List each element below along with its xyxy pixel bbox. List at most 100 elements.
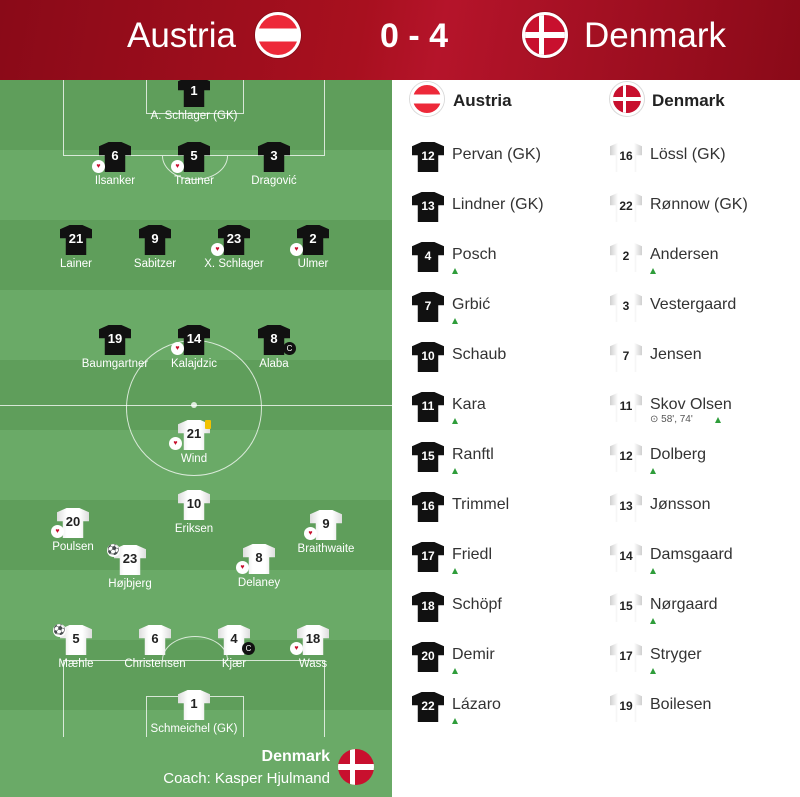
player-number: 13 [421, 199, 435, 213]
bench-player-row[interactable]: 7 Grbić [412, 288, 592, 336]
sub-in-arrow-icon [452, 418, 458, 424]
bench-player-row[interactable]: 3 Vestergaard [610, 288, 790, 336]
player-number: 15 [421, 449, 435, 463]
player-name: Posch [452, 246, 497, 263]
bench-player-row[interactable]: 11 Kara [412, 388, 592, 436]
player-name: Nørgaard [650, 596, 718, 613]
bench-player-row[interactable]: 12 Pervan (GK) [412, 138, 592, 186]
substituted-out-icon: ♥ [92, 160, 105, 173]
substituted-out-icon: ♥ [290, 642, 303, 655]
player-name: Wass [298, 658, 328, 670]
player-number: 13 [619, 499, 633, 513]
player-name: Ilsanker [94, 175, 136, 187]
goal-ball-icon: ⚽ [107, 544, 120, 557]
sub-in-arrow-icon [650, 668, 656, 674]
player-number: 18 [421, 599, 435, 613]
player-number: 12 [619, 449, 633, 463]
player-name: Sabitzer [133, 258, 177, 270]
player-number: 12 [421, 149, 435, 163]
bench-player-row[interactable]: 15 Ranftl [412, 438, 592, 486]
player-number: 7 [622, 349, 630, 363]
player-number: 6 [111, 148, 119, 163]
player-number: 23 [226, 231, 242, 246]
bench-player-row[interactable]: 13 Jønsson [610, 488, 790, 536]
player-number: 22 [619, 199, 633, 213]
player-number: 17 [421, 549, 435, 563]
player-name: Jønsson [650, 496, 711, 513]
player-number: 9 [151, 231, 159, 246]
sub-in-arrow-icon [650, 568, 656, 574]
bench-header-denmark: Denmark [652, 91, 725, 110]
player-name: Kalajdzic [170, 358, 218, 370]
bench-player-row[interactable]: 17 Stryger [610, 638, 790, 686]
top-goal-area [146, 80, 244, 114]
bench-player-row[interactable]: 12 Dolberg [610, 438, 790, 486]
substitutes-list: Austria Denmark 12 Pervan (GK) 13 Lindner (… [392, 80, 800, 797]
player-name: Andersen [650, 246, 719, 263]
player-name: Kjær [221, 658, 247, 670]
denmark-flag-icon [522, 12, 568, 58]
bench-player-row[interactable]: 22 Rønnow (GK) [610, 188, 790, 236]
bench-player-row[interactable]: 14 Damsgaard [610, 538, 790, 586]
player-number: 21 [68, 231, 84, 246]
sub-in-arrow-icon [452, 668, 458, 674]
player-name: Eriksen [174, 523, 214, 535]
player-number: 9 [322, 516, 330, 531]
player-name: Stryger [650, 646, 702, 663]
bench-player-row[interactable]: 16 Trimmel [412, 488, 592, 536]
bench-player-row[interactable]: 17 Friedl [412, 538, 592, 586]
player-name: Skov Olsen [650, 396, 732, 413]
bench-player-row[interactable]: 4 Posch [412, 238, 592, 286]
player-name: Ranftl [452, 446, 494, 463]
player-number: 14 [619, 549, 633, 563]
sub-in-arrow-icon [452, 268, 458, 274]
substituted-out-icon: ♥ [290, 243, 303, 256]
center-spot [191, 402, 197, 408]
player-name: Baumgartner [81, 358, 149, 370]
captain-icon: C [242, 642, 255, 655]
captain-icon: C [283, 342, 296, 355]
player-name: Højbjerg [108, 578, 152, 590]
player-name: Kara [452, 396, 486, 413]
sub-in-arrow-icon [715, 417, 721, 423]
player-name: Delaney [237, 577, 281, 589]
sub-in-arrow-icon [650, 468, 656, 474]
bench-player-row[interactable]: 18 Schöpf [412, 588, 592, 636]
player-number: 10 [421, 349, 435, 363]
player-name: Braithwaite [297, 543, 355, 555]
player-name: Alaba [259, 358, 289, 370]
player-name: Pervan (GK) [452, 146, 541, 163]
bench-player-row[interactable]: 15 Nørgaard [610, 588, 790, 636]
bench-player-row[interactable]: 10 Schaub [412, 338, 592, 386]
player-name: Wind [180, 453, 208, 465]
footer-team-name: Denmark [261, 748, 330, 765]
player-name: Friedl [452, 546, 493, 563]
goal-ball-icon: ⚽ [53, 624, 66, 637]
bench-player-row[interactable]: 2 Andersen [610, 238, 790, 286]
bench-player-row[interactable]: 7 Jensen [610, 338, 790, 386]
player-name: Lainer [60, 258, 92, 270]
player-name: Trimmel [452, 496, 510, 513]
player-number: 1 [190, 696, 198, 711]
bench-player-row[interactable]: 19 Boilesen [610, 688, 790, 736]
player-number: 15 [619, 599, 633, 613]
substituted-out-icon: ♥ [171, 342, 184, 355]
bench-player-row[interactable]: 16 Lössl (GK) [610, 138, 790, 186]
austria-flag-icon [255, 12, 301, 58]
player-number: 16 [619, 149, 633, 163]
player-name: Schaub [452, 346, 507, 363]
home-team-name: Austria [127, 16, 236, 55]
player-number: 8 [255, 550, 263, 565]
player-number: 16 [421, 499, 435, 513]
player-number: 20 [421, 649, 435, 663]
sub-in-arrow-icon [452, 468, 458, 474]
bench-player-row[interactable]: 20 Demir [412, 638, 592, 686]
player-name: Schöpf [452, 596, 502, 613]
bench-player-row[interactable]: 13 Lindner (GK) [412, 188, 592, 236]
sub-in-arrow-icon [452, 568, 458, 574]
austria-flag-icon [410, 82, 444, 116]
bench-player-row[interactable]: 22 Lázaro [412, 688, 592, 736]
substituted-out-icon: ♥ [304, 527, 317, 540]
bench-player-row[interactable]: 11 Skov Olsen ⊙ 58', 74' [610, 388, 790, 436]
